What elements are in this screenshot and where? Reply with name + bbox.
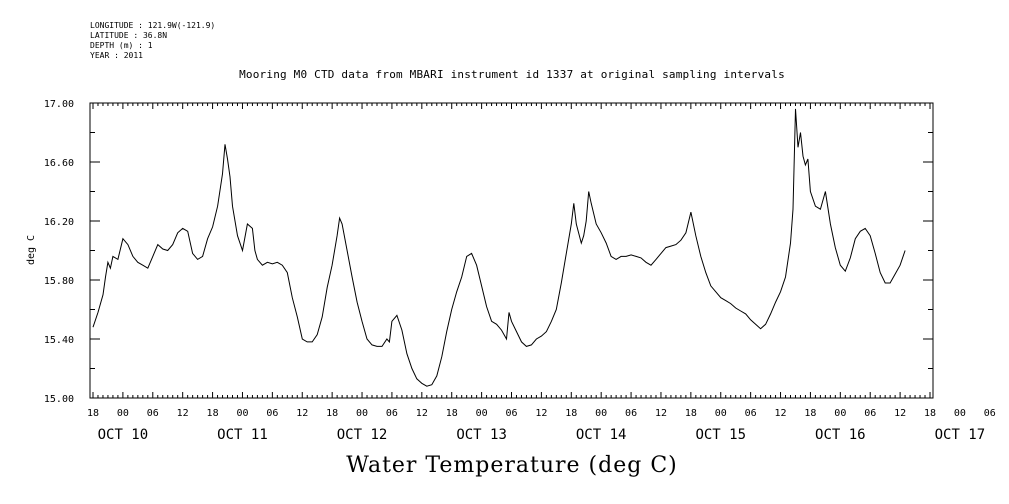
date-label: OCT 16 bbox=[815, 427, 866, 440]
chart-title: Mooring M0 CTD data from MBARI instrumen… bbox=[239, 68, 785, 81]
y-tick-labels: 15.00 15.40 15.80 16.20 16.60 17.00 bbox=[44, 99, 74, 405]
x-tick-label: 18 bbox=[207, 408, 219, 419]
x-tick-label: 06 bbox=[984, 408, 996, 419]
meta-latitude: LATITUDE : 36.8N bbox=[90, 31, 168, 40]
x-tick-label: 18 bbox=[804, 408, 816, 419]
x-tick-label: 12 bbox=[296, 408, 308, 419]
x-tick-label: 12 bbox=[416, 408, 428, 419]
x-tick-label: 12 bbox=[775, 408, 787, 419]
y-tick-label: 15.00 bbox=[44, 394, 74, 405]
x-tick-label: 06 bbox=[266, 408, 278, 419]
x-tick-label: 12 bbox=[655, 408, 667, 419]
y-tick-label: 16.20 bbox=[44, 217, 74, 228]
date-labels: OCT 10 OCT 11 OCT 12 OCT 13 OCT 14 OCT 15 OCT … bbox=[98, 427, 986, 440]
y-tick-label: 17.00 bbox=[44, 99, 74, 110]
x-axis-label: Water Temperature (deg C) bbox=[346, 453, 678, 478]
meta-year: YEAR : 2011 bbox=[90, 51, 143, 60]
x-tick-label: 06 bbox=[386, 408, 398, 419]
series-line bbox=[92, 108, 906, 387]
x-tick-label: 12 bbox=[177, 408, 189, 419]
x-tick-label: 00 bbox=[356, 408, 368, 419]
date-label: OCT 15 bbox=[695, 427, 746, 440]
x-tick-label: 00 bbox=[595, 408, 607, 419]
x-tick-label: 06 bbox=[864, 408, 876, 419]
x-tick-label: 18 bbox=[924, 408, 936, 419]
y-axis-label: deg C bbox=[26, 235, 37, 265]
x-tick-label: 18 bbox=[87, 408, 99, 419]
date-label: OCT 10 bbox=[98, 427, 149, 440]
x-tick-label: 00 bbox=[834, 408, 846, 419]
x-tick-label: 18 bbox=[565, 408, 577, 419]
date-label: OCT 17 bbox=[935, 427, 986, 440]
x-tick-label: 06 bbox=[147, 408, 159, 419]
x-tick-label: 06 bbox=[745, 408, 757, 419]
plot-frame bbox=[89, 102, 934, 399]
x-tick-label: 00 bbox=[715, 408, 727, 419]
y-tick-label: 15.40 bbox=[44, 335, 74, 346]
date-label: OCT 14 bbox=[576, 427, 627, 440]
x-tick-label: 00 bbox=[236, 408, 248, 419]
date-label: OCT 13 bbox=[456, 427, 507, 440]
x-tick-label: 18 bbox=[326, 408, 338, 419]
axis-ticks bbox=[90, 102, 933, 399]
y-tick-label: 16.60 bbox=[44, 158, 74, 169]
date-label: OCT 12 bbox=[337, 427, 388, 440]
x-tick-label: 06 bbox=[625, 408, 637, 419]
y-tick-label: 15.80 bbox=[44, 276, 74, 287]
x-tick-label: 06 bbox=[505, 408, 517, 419]
meta-depth: DEPTH (m) : 1 bbox=[90, 41, 153, 50]
location-metadata: LONGITUDE : 121.9W(-121.9) LATITUDE : 36… bbox=[90, 21, 215, 61]
x-tick-label: 12 bbox=[535, 408, 547, 419]
x-tick-label: 00 bbox=[476, 408, 488, 419]
x-tick-labels: 18 00 06 12 18 00 06 12 18 00 06 12 18 00 06 12 18 00 06 12… bbox=[87, 408, 996, 419]
x-tick-label: 18 bbox=[685, 408, 697, 419]
x-tick-label: 00 bbox=[117, 408, 129, 419]
x-tick-label: 12 bbox=[894, 408, 906, 419]
x-tick-label: 00 bbox=[954, 408, 966, 419]
x-tick-label: 18 bbox=[446, 408, 458, 419]
meta-longitude: LONGITUDE : 121.9W(-121.9) bbox=[90, 21, 216, 30]
date-label: OCT 11 bbox=[217, 427, 268, 440]
